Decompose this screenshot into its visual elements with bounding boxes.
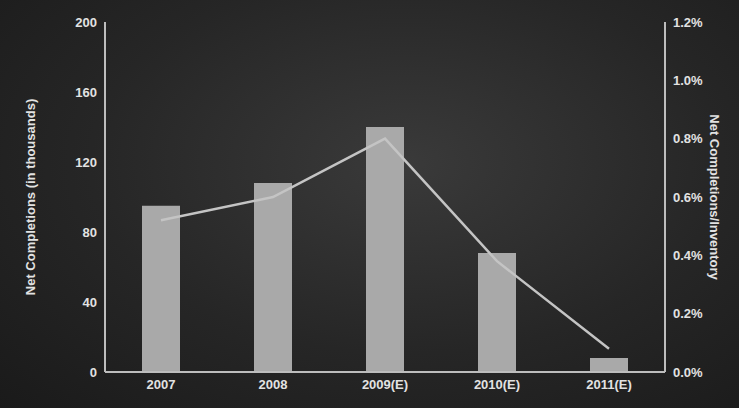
svg-text:2008: 2008 xyxy=(259,377,288,392)
svg-text:0: 0 xyxy=(90,365,97,380)
svg-text:0.6%: 0.6% xyxy=(673,190,703,205)
svg-text:0.2%: 0.2% xyxy=(673,306,703,321)
svg-text:200: 200 xyxy=(75,15,97,30)
svg-text:120: 120 xyxy=(75,155,97,170)
svg-text:0.0%: 0.0% xyxy=(673,365,703,380)
svg-text:80: 80 xyxy=(83,225,97,240)
html-text:Net Completions (in thousands): Net Completions (in thousands) xyxy=(22,98,38,296)
svg-text:0.8%: 0.8% xyxy=(673,131,703,146)
svg-text:2007: 2007 xyxy=(147,377,176,392)
svg-text:2010(E): 2010(E) xyxy=(474,377,520,392)
svg-text:2011(E): 2011(E) xyxy=(586,377,632,392)
svg-text:2009(E): 2009(E) xyxy=(362,377,408,392)
svg-text:160: 160 xyxy=(75,85,97,100)
svg-text:1.2%: 1.2% xyxy=(673,15,703,30)
html-text:Net Completions/Inventory: Net Completions/Inventory xyxy=(706,114,722,280)
svg-text:0.4%: 0.4% xyxy=(673,248,703,263)
svg-text:1.0%: 1.0% xyxy=(673,73,703,88)
svg-text:40: 40 xyxy=(83,295,97,310)
